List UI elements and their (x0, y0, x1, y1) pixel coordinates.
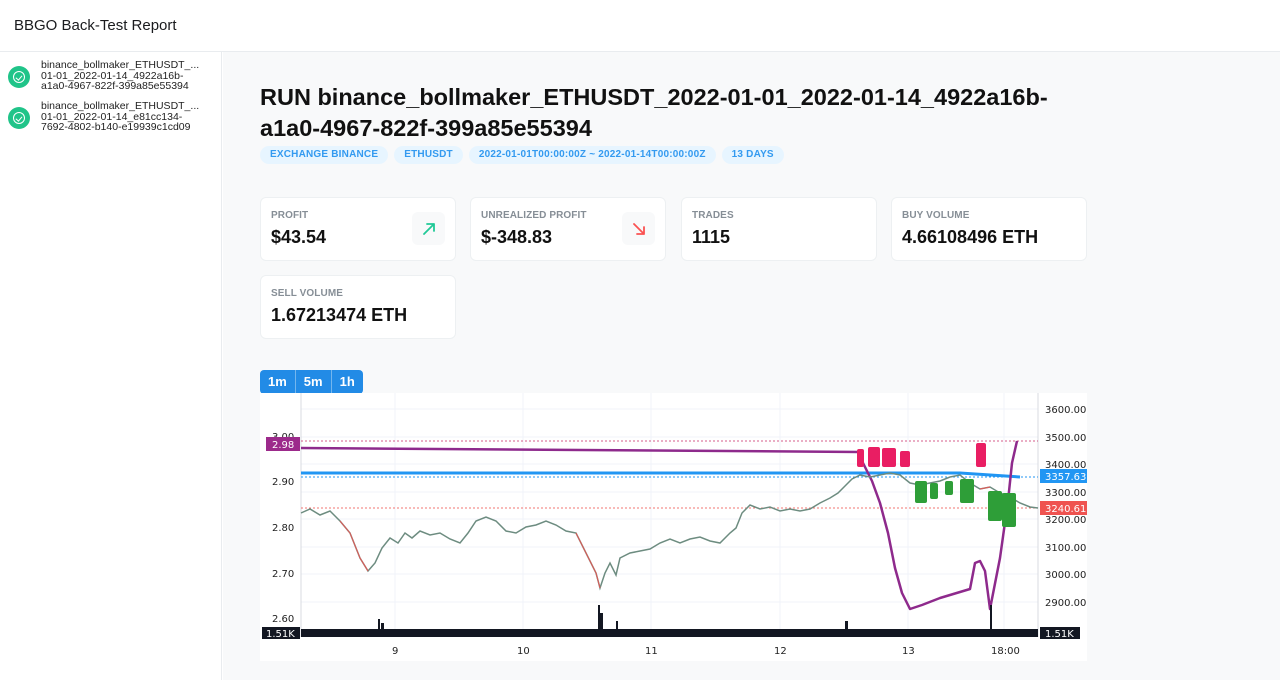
arrow-down-right-icon (622, 212, 655, 245)
circle-check-icon (8, 107, 30, 129)
right-axis-tick: 3500.00 (1045, 433, 1086, 444)
duration-badge: 13 DAYS (721, 146, 784, 164)
sell-volume-card: SELL VOLUME 1.67213474 ETH (260, 275, 456, 339)
x-axis-tick: 10 (517, 646, 530, 657)
unrealized-profit-card: UNREALIZED PROFIT $-348.83 (470, 197, 666, 261)
pnl-price-marker (266, 437, 300, 451)
svg-text:3240.61: 3240.61 (1045, 504, 1086, 515)
stat-label: UNREALIZED PROFIT (481, 210, 587, 221)
sidebar: binance_bollmaker_ETHUSDT_... 01-01_2022… (0, 52, 222, 680)
trades-card: TRADES 1115 (681, 197, 877, 261)
date-range-badge: 2022-01-01T00:00:00Z ~ 2022-01-14T00:00:… (468, 146, 716, 164)
stat-label: PROFIT (271, 210, 309, 221)
buy-markers (915, 479, 1016, 527)
x-axis-tick: 11 (645, 646, 658, 657)
right-axis-tick: 3300.00 (1045, 488, 1086, 499)
profit-card: PROFIT $43.54 (260, 197, 456, 261)
price-chart[interactable]: 3.00 2.90 2.80 2.70 2.60 3600.00 3500.00… (260, 393, 1087, 661)
timeframe-5m-button[interactable]: 5m (295, 370, 332, 394)
x-axis-tick: 12 (774, 646, 787, 657)
svg-text:1.51K: 1.51K (266, 629, 295, 640)
sidebar-run-item[interactable]: binance_bollmaker_ETHUSDT_... 01-01_2022… (0, 101, 221, 142)
stat-label: TRADES (692, 210, 734, 221)
stat-value: 1115 (692, 227, 731, 247)
exchange-badge: EXCHANGE BINANCE (260, 146, 389, 164)
timeframe-selector: 1m 5m 1h (260, 370, 363, 394)
circle-check-icon (8, 66, 30, 88)
buy-volume-card: BUY VOLUME 4.66108496 ETH (891, 197, 1087, 261)
timeframe-1h-button[interactable]: 1h (331, 370, 363, 394)
stat-value: 1.67213474 ETH (271, 305, 408, 325)
x-axis-tick: 18:00 (991, 646, 1020, 657)
stat-value: $43.54 (271, 227, 327, 247)
sell-markers (857, 443, 986, 467)
bollinger-price-marker (1040, 469, 1087, 483)
svg-text:3357.63: 3357.63 (1045, 472, 1086, 483)
symbol-badge: ETHUSDT (394, 146, 463, 164)
page-title: RUN binance_bollmaker_ETHUSDT_2022-01-01… (260, 84, 1048, 141)
x-axis-tick: 13 (902, 646, 915, 657)
right-axis-tick: 3600.00 (1045, 405, 1086, 416)
last-price-marker (1040, 501, 1087, 515)
app-title: BBGO Back-Test Report (14, 17, 177, 34)
left-axis-tick: 2.90 (272, 477, 294, 488)
x-axis-tick: 9 (392, 646, 398, 657)
main-content: RUN binance_bollmaker_ETHUSDT_2022-01-01… (223, 52, 1280, 680)
right-axis-tick: 3400.00 (1045, 460, 1086, 471)
run-item-label: binance_bollmaker_ETHUSDT_... 01-01_2022… (41, 59, 200, 92)
stat-label: SELL VOLUME (271, 288, 344, 299)
svg-text:1.51K: 1.51K (1045, 629, 1074, 640)
run-item-label: binance_bollmaker_ETHUSDT_... 01-01_2022… (41, 100, 200, 133)
right-axis-tick: 3000.00 (1045, 570, 1086, 581)
left-axis-tick: 2.60 (272, 614, 294, 625)
left-axis-tick: 2.70 (272, 569, 294, 580)
stat-value: $-348.83 (481, 227, 553, 247)
stat-label: BUY VOLUME (902, 210, 970, 221)
svg-text:2.98: 2.98 (272, 440, 294, 451)
sidebar-run-item[interactable]: binance_bollmaker_ETHUSDT_... 01-01_2022… (0, 60, 221, 101)
timeframe-1m-button[interactable]: 1m (260, 370, 296, 394)
arrow-up-right-icon (412, 212, 445, 245)
right-axis-tick: 3200.00 (1045, 515, 1086, 526)
left-axis-tick: 2.80 (272, 523, 294, 534)
right-axis-tick: 2900.00 (1045, 598, 1086, 609)
run-badges: EXCHANGE BINANCE ETHUSDT 2022-01-01T00:0… (260, 146, 784, 164)
chart-canvas[interactable]: 3.00 2.90 2.80 2.70 2.60 3600.00 3500.00… (260, 393, 1087, 661)
stat-value: 4.66108496 ETH (902, 227, 1039, 247)
right-axis-tick: 3100.00 (1045, 543, 1086, 554)
top-bar: BBGO Back-Test Report (0, 0, 1280, 52)
